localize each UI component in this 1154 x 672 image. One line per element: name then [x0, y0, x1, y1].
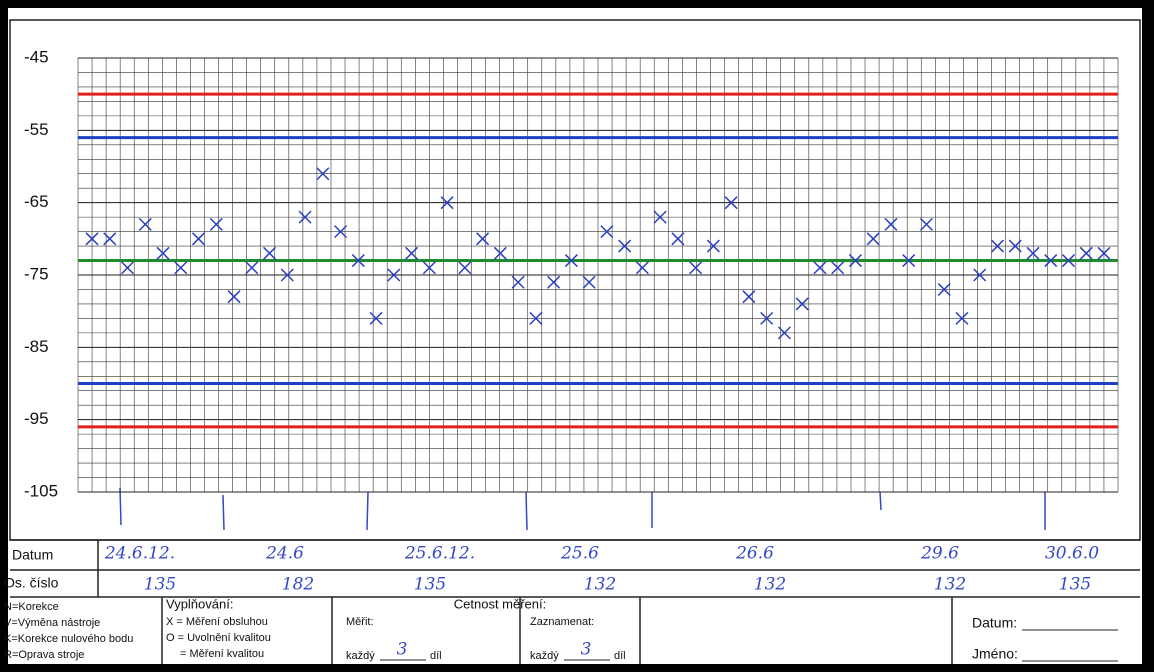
date-entry: 25.6.12.: [404, 544, 475, 564]
code-legend: V=Výměna nástroje: [4, 617, 100, 629]
count-entry: 3: [581, 640, 592, 660]
filling-title: Vyplňování:: [166, 596, 233, 611]
y-tick-label: -75: [24, 264, 49, 283]
row-label: Datum: [12, 547, 53, 563]
y-tick-label: -55: [24, 120, 49, 139]
count-entry: 3: [397, 640, 408, 660]
date-entry: 24.6.12.: [104, 544, 175, 564]
measure-label: Měřit:: [346, 616, 374, 628]
code-legend: R=Oprava stroje: [4, 649, 84, 661]
row-label: Os. číslo: [4, 575, 59, 591]
filling-item: O = Uvolnění kvalitou: [166, 632, 271, 644]
operator-entry: 135: [414, 575, 446, 595]
sign-date: Datum:: [972, 615, 1017, 631]
frequency-title: Cetnost měření:: [454, 596, 547, 611]
operator-entry: 182: [282, 575, 314, 595]
date-entry: 24.6: [265, 544, 304, 564]
part-label: díl: [430, 650, 442, 662]
operator-entry: 132: [754, 575, 786, 595]
record-label: Zaznamenat:: [530, 616, 594, 628]
operator-entry: 135: [144, 575, 176, 595]
date-entry: 29.6: [920, 544, 959, 564]
y-tick-label: -65: [24, 192, 49, 211]
operator-entry: 132: [934, 575, 966, 595]
paper: [8, 8, 1142, 664]
sign-name: Jméno:: [972, 646, 1018, 662]
date-entry: 25.6: [560, 544, 599, 564]
code-legend: N=Korekce: [4, 601, 59, 613]
y-tick-label: -105: [24, 481, 58, 500]
operator-entry: 135: [1059, 575, 1091, 595]
code-legend: K=Korekce nulového bodu: [4, 633, 133, 645]
every-label: každý: [530, 650, 559, 662]
part-label: díl: [614, 650, 626, 662]
date-entry: 30.6.0: [1045, 544, 1099, 564]
filling-item: X = Měření obsluhou: [166, 616, 268, 628]
control-chart-form: -45 -55 -65 -75 -85 -95 -105 Datum Os. číslo 24.…: [0, 0, 1154, 672]
every-label: každý: [346, 650, 375, 662]
y-tick-label: -45: [24, 47, 49, 66]
y-tick-label: -85: [24, 337, 49, 356]
operator-entry: 132: [584, 575, 616, 595]
filling-item: = Měření kvalitou: [180, 648, 264, 660]
y-tick-label: -95: [24, 409, 49, 428]
page: -45 -55 -65 -75 -85 -95 -105 Datum Os. číslo 24.…: [0, 0, 1154, 672]
date-entry: 26.6: [735, 544, 774, 564]
